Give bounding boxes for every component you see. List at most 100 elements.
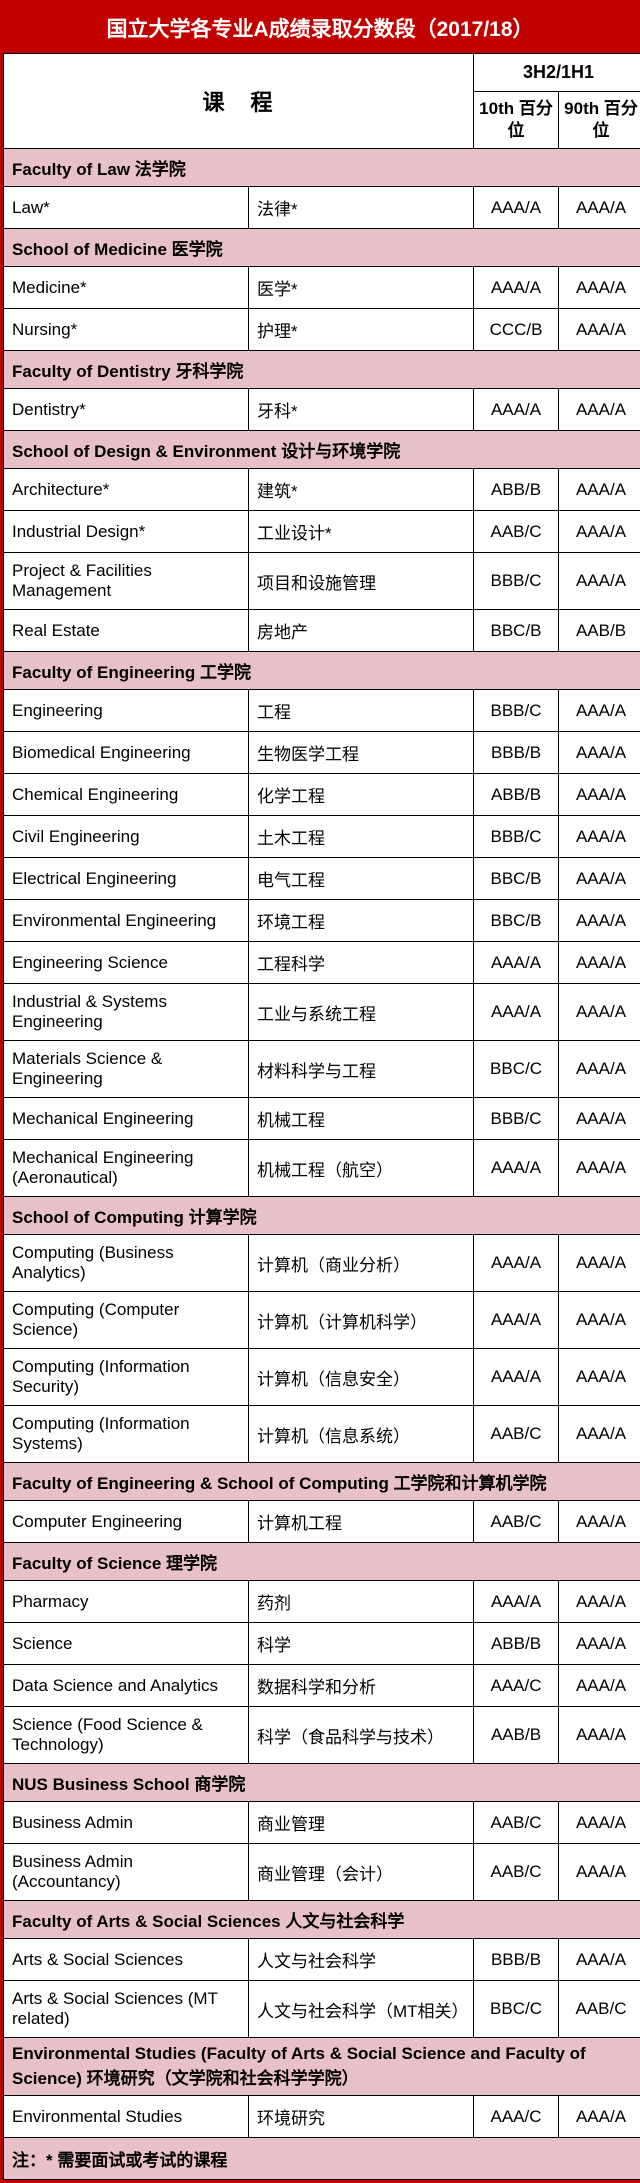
cell-en: Law* — [4, 187, 249, 229]
cell-p10: BBB/B — [474, 1939, 559, 1981]
cell-p10: AAA/A — [474, 1581, 559, 1623]
section-header: Faculty of Law 法学院 — [4, 149, 640, 187]
section-en: School of Medicine — [12, 240, 167, 259]
cell-p90: AAA/A — [559, 1501, 640, 1543]
cell-cn: 机械工程 — [249, 1098, 474, 1140]
cell-p90: AAA/A — [559, 1041, 640, 1098]
cell-p10: AAA/A — [474, 267, 559, 309]
cell-cn: 医学* — [249, 267, 474, 309]
cell-en: Science (Food Science & Technology) — [4, 1707, 249, 1764]
cell-cn: 计算机工程 — [249, 1501, 474, 1543]
cell-cn: 环境研究 — [249, 2096, 474, 2138]
cell-en: Computing (Information Security) — [4, 1349, 249, 1406]
section-en: Faculty of Law — [12, 160, 130, 179]
section-header: Faculty of Engineering & School of Compu… — [4, 1463, 640, 1501]
table-row: Computing (Business Analytics)计算机（商业分析）A… — [4, 1235, 640, 1292]
header-course: 课 程 — [4, 54, 474, 149]
cell-en: Biomedical Engineering — [4, 732, 249, 774]
table-row: Science科学ABB/BAAA/A — [4, 1623, 640, 1665]
cell-p10: CCC/B — [474, 309, 559, 351]
cell-cn: 建筑* — [249, 469, 474, 511]
table-row: Civil Engineering土木工程BBB/CAAA/A — [4, 816, 640, 858]
table-row: Computing (Information Security)计算机（信息安全… — [4, 1349, 640, 1406]
section-cn: 商学院 — [190, 1775, 246, 1794]
table-row: Science (Food Science & Technology)科学（食品… — [4, 1707, 640, 1764]
cell-p10: BBC/B — [474, 858, 559, 900]
table-row: Data Science and Analytics数据科学和分析AAA/CAA… — [4, 1665, 640, 1707]
section-cn: 医学院 — [167, 240, 223, 259]
cell-en: Mechanical Engineering (Aeronautical) — [4, 1140, 249, 1197]
table-row: Nursing*护理*CCC/BAAA/A — [4, 309, 640, 351]
cell-p10: BBB/C — [474, 1098, 559, 1140]
cell-cn: 工业与系统工程 — [249, 984, 474, 1041]
cell-en: Environmental Engineering — [4, 900, 249, 942]
cell-cn: 药剂 — [249, 1581, 474, 1623]
table-row: Arts & Social Sciences人文与社会科学BBB/BAAA/A — [4, 1939, 640, 1981]
cell-cn: 牙科* — [249, 389, 474, 431]
table-row: Engineering Science工程科学AAA/AAAA/A — [4, 942, 640, 984]
cell-p90: AAA/A — [559, 774, 640, 816]
cell-cn: 机械工程（航空） — [249, 1140, 474, 1197]
cell-cn: 科学 — [249, 1623, 474, 1665]
cell-cn: 项目和设施管理 — [249, 553, 474, 610]
cell-p10: BBC/B — [474, 900, 559, 942]
header-90th: 90th 百分位 — [559, 92, 640, 149]
cell-p90: AAA/A — [559, 1349, 640, 1406]
table-row: Chemical Engineering化学工程ABB/BAAA/A — [4, 774, 640, 816]
cell-p10: ABB/B — [474, 469, 559, 511]
table-row: Materials Science & Engineering材料科学与工程BB… — [4, 1041, 640, 1098]
cell-en: Pharmacy — [4, 1581, 249, 1623]
table-row: Industrial & Systems Engineering工业与系统工程A… — [4, 984, 640, 1041]
table-row: Engineering工程BBB/CAAA/A — [4, 690, 640, 732]
cell-p90: AAA/A — [559, 1623, 640, 1665]
table-row: Computing (Information Systems)计算机（信息系统）… — [4, 1406, 640, 1463]
cell-cn: 计算机（商业分析） — [249, 1235, 474, 1292]
cell-p90: AAA/A — [559, 858, 640, 900]
cell-p90: AAB/C — [559, 1981, 640, 2038]
table-row: Mechanical Engineering (Aeronautical)机械工… — [4, 1140, 640, 1197]
cell-p10: AAA/A — [474, 187, 559, 229]
cell-cn: 人文与社会科学 — [249, 1939, 474, 1981]
section-header: NUS Business School 商学院 — [4, 1764, 640, 1802]
cell-p10: AAB/C — [474, 1406, 559, 1463]
cell-p10: AAA/A — [474, 389, 559, 431]
cell-p90: AAA/A — [559, 309, 640, 351]
cell-cn: 计算机（计算机科学） — [249, 1292, 474, 1349]
section-cn: 工学院 — [195, 663, 251, 682]
cell-en: Chemical Engineering — [4, 774, 249, 816]
cell-p90: AAA/A — [559, 1665, 640, 1707]
section-en: Faculty of Engineering — [12, 663, 195, 682]
cell-p10: AAB/C — [474, 1844, 559, 1901]
cell-en: Nursing* — [4, 309, 249, 351]
section-cn: 牙科学院 — [171, 362, 244, 381]
section-cn: 人文与社会科学 — [281, 1912, 405, 1931]
cell-cn: 房地产 — [249, 610, 474, 652]
section-header: School of Computing 计算学院 — [4, 1197, 640, 1235]
cell-p90: AAA/A — [559, 1844, 640, 1901]
section-header: Environmental Studies (Faculty of Arts &… — [4, 2038, 640, 2096]
cell-en: Mechanical Engineering — [4, 1098, 249, 1140]
section-cn: 法学院 — [130, 160, 186, 179]
footnote: 注：* 需要面试或考试的课程 — [4, 2138, 640, 2180]
cell-cn: 化学工程 — [249, 774, 474, 816]
table-row: Environmental Studies环境研究AAA/CAAA/A — [4, 2096, 640, 2138]
section-header: Faculty of Science 理学院 — [4, 1543, 640, 1581]
cell-cn: 商业管理 — [249, 1802, 474, 1844]
cell-p10: AAA/A — [474, 1349, 559, 1406]
table-row: Dentistry*牙科*AAA/AAAA/A — [4, 389, 640, 431]
cell-p90: AAA/A — [559, 984, 640, 1041]
cell-cn: 计算机（信息系统） — [249, 1406, 474, 1463]
admissions-table: 课 程 3H2/1H1 10th 百分位 90th 百分位 Faculty of… — [3, 53, 640, 2180]
table-row: Environmental Engineering环境工程BBC/BAAA/A — [4, 900, 640, 942]
cell-en: Arts & Social Sciences — [4, 1939, 249, 1981]
cell-p90: AAA/A — [559, 469, 640, 511]
cell-p90: AAA/A — [559, 1581, 640, 1623]
cell-p10: BBB/C — [474, 553, 559, 610]
cell-en: Computing (Computer Science) — [4, 1292, 249, 1349]
cell-p90: AAA/A — [559, 816, 640, 858]
cell-cn: 工业设计* — [249, 511, 474, 553]
table-row: Electrical Engineering电气工程BBC/BAAA/A — [4, 858, 640, 900]
section-cn: 理学院 — [161, 1554, 217, 1573]
cell-p90: AAB/B — [559, 610, 640, 652]
cell-en: Electrical Engineering — [4, 858, 249, 900]
